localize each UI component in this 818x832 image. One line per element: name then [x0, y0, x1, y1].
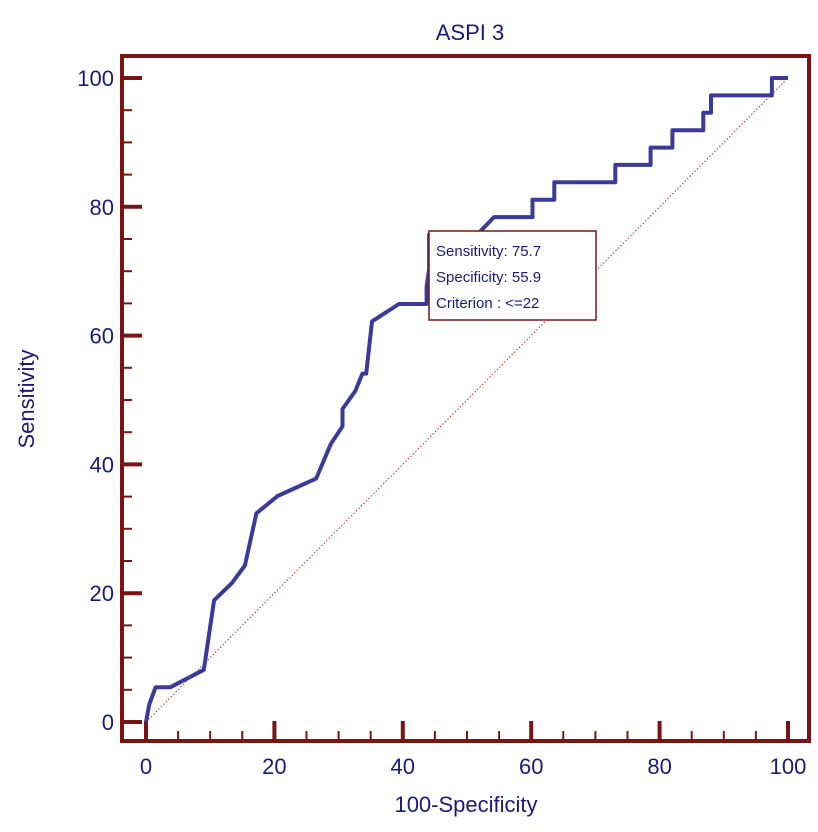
roc-curve-line: [144, 76, 788, 723]
info-criterion: Criterion : <=22: [436, 295, 539, 312]
criterion-info-box: Sensitivity: 75.7 Specificity: 55.9 Crit…: [428, 230, 597, 321]
info-specificity: Specificity: 55.9: [436, 269, 541, 286]
y-axis-label: Sensitivity: [14, 349, 39, 448]
x-tick-label: 80: [647, 754, 671, 779]
y-tick-label: 20: [90, 581, 114, 606]
x-tick-label: 60: [519, 754, 543, 779]
x-tick-label: 40: [391, 754, 415, 779]
axis-tick-labels: 0 20 40 60 80 100 0 20 40 60 80 100: [77, 66, 806, 779]
y-tick-label: 0: [102, 710, 114, 735]
chart-title: ASPI 3: [436, 20, 504, 45]
x-tick-label: 20: [262, 754, 286, 779]
y-tick-label: 60: [90, 324, 114, 349]
x-axis-label: 100-Specificity: [394, 792, 537, 817]
plot-frame: [120, 54, 811, 743]
y-tick-label: 100: [77, 66, 114, 91]
x-tick-label: 0: [140, 754, 152, 779]
y-tick-label: 40: [90, 452, 114, 477]
y-tick-label: 80: [90, 195, 114, 220]
reference-diagonal-line: [145, 77, 789, 723]
axis-ticks: [122, 76, 790, 741]
info-box-frame: [428, 230, 597, 321]
info-sensitivity: Sensitivity: 75.7: [436, 243, 541, 260]
x-tick-label: 100: [770, 754, 807, 779]
